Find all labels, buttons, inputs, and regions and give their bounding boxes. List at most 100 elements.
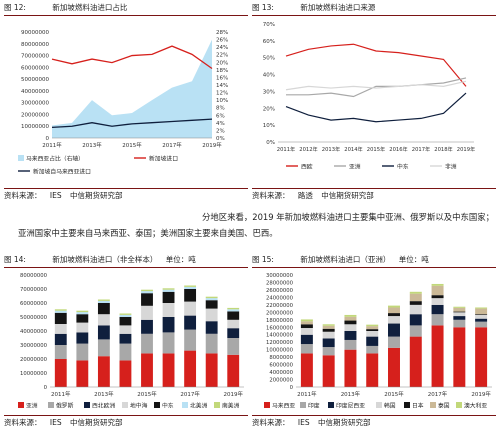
legend-label: 马来西亚 <box>272 401 295 409</box>
bar-segment <box>205 308 218 322</box>
bar-segment <box>119 317 132 326</box>
legend-swatch <box>404 402 410 408</box>
bar-segment <box>205 321 218 334</box>
legend-swatch <box>48 402 54 408</box>
x-tick-label: 2013年 <box>82 141 102 149</box>
y2-tick-label: 0% <box>216 136 225 142</box>
y2-tick-label: 22% <box>216 53 228 59</box>
bar-segment <box>388 316 400 324</box>
source-org: 中信期货研究部 <box>318 418 371 427</box>
source-label: 资料来源： <box>4 418 42 427</box>
bar-segment <box>97 299 110 301</box>
bar-segment <box>475 318 488 322</box>
bar-segment <box>300 353 313 387</box>
bar-segment <box>227 319 240 329</box>
figure-13-chart: 0% 10% 20% 30% 40% 50% 60% 70% 2011年 2012年 2013年 20… <box>263 22 475 170</box>
bar-segment <box>141 291 153 294</box>
bar-segment <box>141 319 153 334</box>
bar-segment <box>119 313 132 315</box>
y-tick-label: 20000000 <box>266 310 294 316</box>
legend-label: 中东 <box>397 162 409 170</box>
bar-segment <box>227 354 240 387</box>
bar-segment <box>76 314 89 323</box>
legend-label: 印度尼西亚 <box>336 401 365 409</box>
bar-segment <box>162 291 175 303</box>
legend-swatch <box>182 402 188 408</box>
bar-segment <box>431 285 444 296</box>
figure-12-header: 图 12: 新加坡燃料油进口占比 <box>4 2 248 16</box>
x-tick-label: 2017年 <box>180 390 200 398</box>
x-tick-label: 2015年 <box>137 390 157 398</box>
bar-segment <box>184 286 197 289</box>
legend-swatch <box>18 155 24 161</box>
bar-segment <box>322 331 335 339</box>
y-tick-label: 22000000 <box>266 303 294 309</box>
bar-segment <box>475 308 488 315</box>
bar-segment <box>300 328 313 335</box>
bar-segment <box>322 324 335 326</box>
paragraph-line-1: 分地区来看，2019 年新加坡燃料油进口主要集中亚洲、俄罗斯以及中东国家； <box>202 212 494 222</box>
figure-14-title: 新加坡燃料油进口（非全样本） <box>52 255 158 264</box>
y-tick-label: 8000000 <box>269 355 293 361</box>
x-tick-label: 2019年 <box>471 390 491 398</box>
bar-segment <box>97 325 110 340</box>
x-tick-label: 2016年 <box>389 145 407 153</box>
legend-swatch <box>154 402 160 408</box>
y2-tick-label: 18% <box>216 68 228 74</box>
bar-segment <box>76 343 89 361</box>
bar-segment <box>344 314 357 317</box>
bar-segment <box>205 353 218 387</box>
y2-tick-label: 20% <box>216 60 228 66</box>
y-tick-label: 28000000 <box>266 280 294 286</box>
bar-segment <box>97 300 110 303</box>
bar-segment <box>227 311 240 320</box>
bar-segment <box>431 295 444 299</box>
y-tick-label: 40% <box>263 73 275 79</box>
bar-segment <box>431 283 444 286</box>
x-tick-label: 2011年 <box>42 141 62 149</box>
figure-13-number: 图 13: <box>252 3 274 12</box>
bar-segment <box>162 289 175 292</box>
bar-segment <box>119 333 132 344</box>
y2-tick-label: 24% <box>216 45 228 51</box>
source-name: 路透 <box>297 191 313 200</box>
legend-swatch <box>300 402 306 408</box>
bar-segment <box>322 355 335 387</box>
bar-segment <box>76 310 89 313</box>
y-tick-label: 50000000 <box>20 315 48 321</box>
figure-15-source: 资料来源： IES 中信期货研究部 <box>252 415 496 430</box>
y-tick-label: 60000000 <box>21 65 49 71</box>
bar-segment <box>162 288 175 290</box>
figure-13-source: 资料来源： 路透 中信期货研究部 <box>252 188 496 203</box>
source-org: 中信期货研究部 <box>70 418 123 427</box>
y-tick-label: 70000000 <box>21 54 49 60</box>
bar-segment <box>141 289 153 292</box>
y2-tick-label: 16% <box>216 75 228 81</box>
bar-segment <box>366 353 379 387</box>
series-line-0 <box>285 43 467 87</box>
legend-swatch <box>430 402 436 408</box>
x-tick-label: 2017年 <box>412 145 430 153</box>
figure-15-number: 图 15: <box>252 255 274 264</box>
bar-segment <box>76 360 89 387</box>
bar-segment <box>162 303 175 317</box>
legend-swatch <box>264 402 270 408</box>
legend-swatch <box>84 402 90 408</box>
bar-segment <box>162 353 175 387</box>
bar-segment <box>227 328 240 338</box>
x-tick-label: 2019年 <box>223 390 243 398</box>
bar-segment <box>54 310 67 313</box>
legend-label: 马来西亚占比（右轴） <box>26 154 84 162</box>
bar-segment <box>388 336 400 348</box>
y2-tick-label: 10% <box>216 98 228 104</box>
y2-tick-label: 6% <box>216 113 225 119</box>
y-tick-label: 14000000 <box>266 333 294 339</box>
y-tick-label: 2000000 <box>269 378 293 384</box>
legend-label: 新加坡进口 <box>149 154 178 162</box>
y-tick-label: 26000000 <box>266 288 294 294</box>
bar-segment <box>409 336 422 387</box>
y-tick-label: 0 <box>46 136 50 142</box>
y-tick-label: 6000000 <box>269 363 293 369</box>
series-line-2 <box>51 118 213 129</box>
legend-label: 亚洲 <box>26 402 38 409</box>
